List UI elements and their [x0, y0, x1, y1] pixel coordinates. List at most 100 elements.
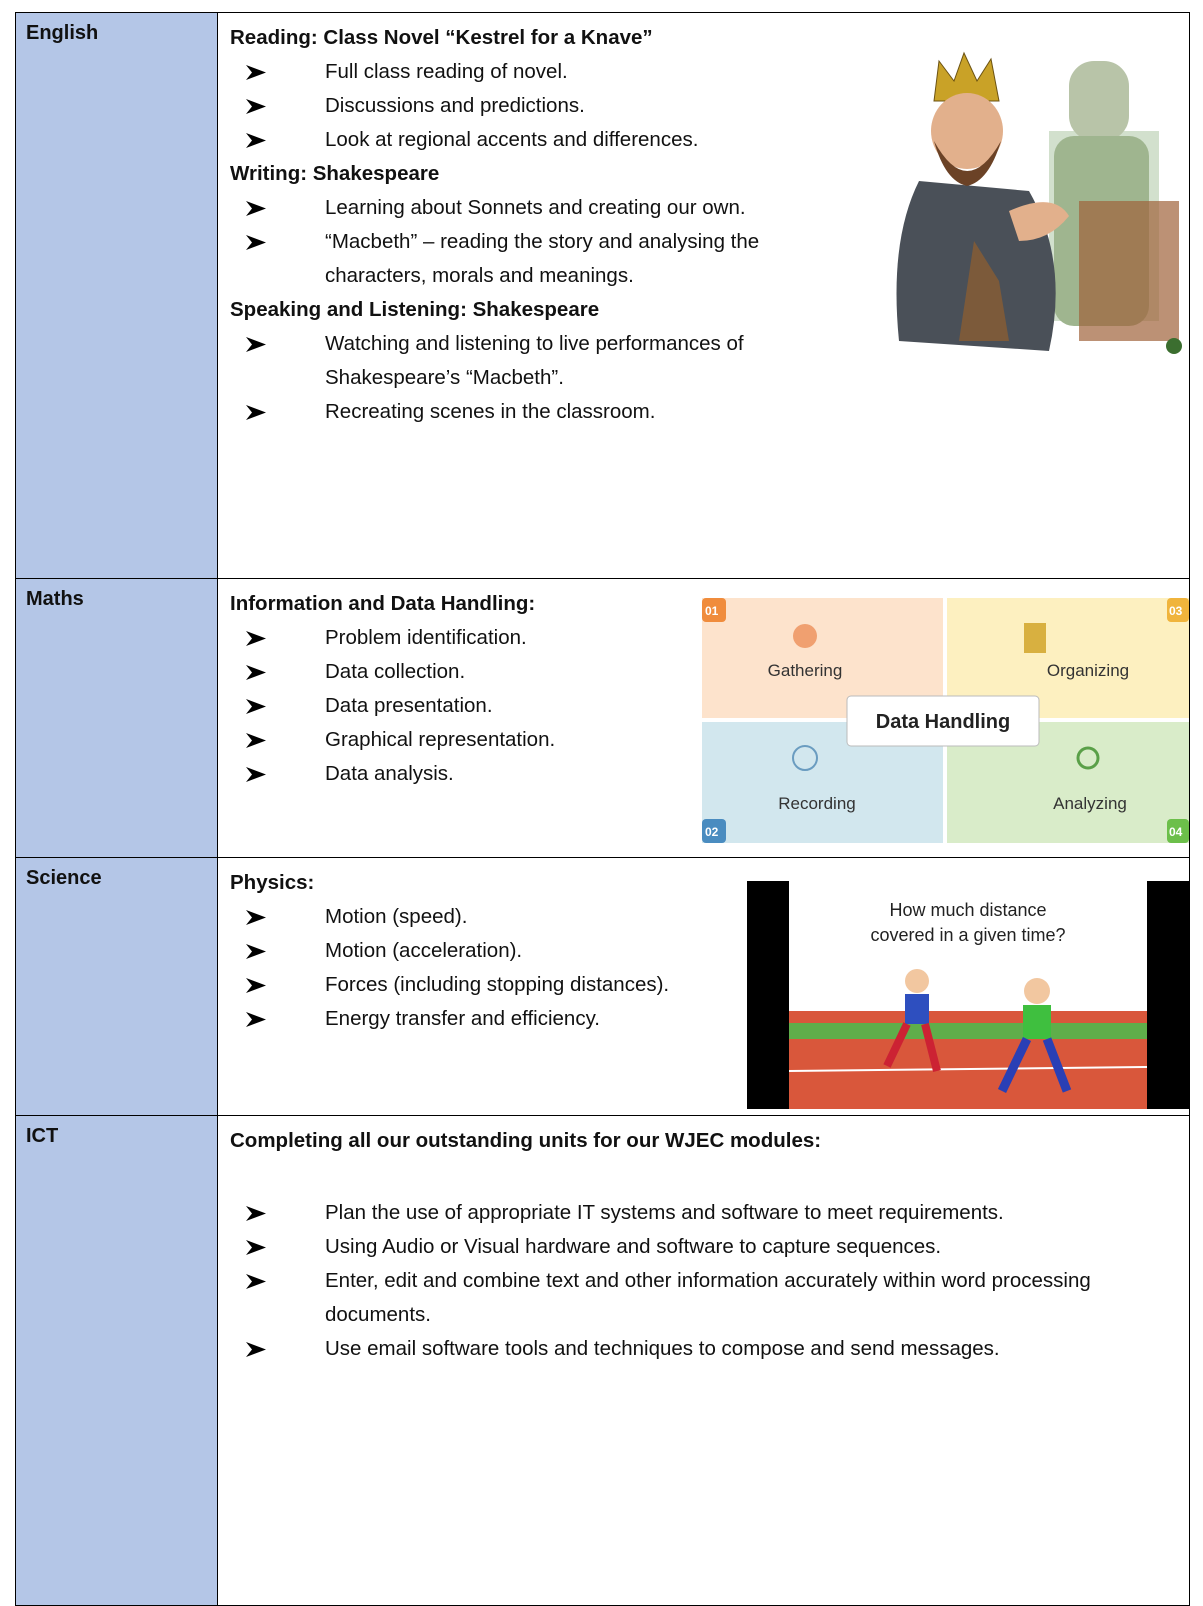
bullet-text: Full class reading of novel.: [325, 60, 568, 83]
bullet-text: Forces (including stopping distances).: [325, 973, 670, 996]
bullet-item: Discussions and predictions.: [230, 89, 1169, 123]
data-handling-illustration: 01 03 02 04 Gathering Organizing Recordi…: [702, 598, 1189, 843]
bullet-item: Full class reading of novel.: [230, 55, 1169, 89]
bullet-arrow: [246, 1206, 266, 1221]
bullet-item: Forces (including stopping distances).: [230, 968, 1169, 1002]
table-row: ICT Completing all our outstanding units …: [15, 1116, 1190, 1606]
bullet-text: Recreating scenes in the classroom.: [325, 400, 656, 423]
bullet-arrow: [246, 201, 266, 216]
quadrant-label: Analyzing: [1053, 794, 1127, 813]
bullet-text: “Macbeth” – reading the story and analys…: [325, 230, 760, 287]
section-heading: Reading: Class Novel “Kestrel for a Knav…: [230, 26, 653, 49]
quadrant-label: Gathering: [768, 661, 843, 680]
bullet-arrow: [246, 235, 266, 250]
bullet-list: Learning about Sonnets and creating our …: [230, 191, 1189, 293]
king-picture: [896, 51, 1182, 354]
bullet-item: “Macbeth” – reading the story and analys…: [230, 225, 1169, 293]
quadrant-label: Organizing: [1047, 661, 1129, 680]
content-cell: How much distance covered in a given tim…: [218, 858, 1190, 1115]
bullet-list: Watching and listening to live performan…: [230, 327, 1189, 429]
bullet-arrow: [246, 1274, 266, 1289]
motion-illustration: How much distance covered in a given tim…: [747, 881, 1189, 1109]
section-heading: Physics:: [230, 871, 315, 894]
bullet-text: Learning about Sonnets and creating our …: [325, 196, 746, 219]
section: Information and Data Handling: Problem id…: [230, 587, 1189, 791]
table-row: English Reading: Class Novel “Kestrel fo…: [15, 13, 1190, 579]
bullet-arrow: [246, 65, 266, 80]
quadrant-number: 04: [1169, 825, 1183, 839]
quadrant-label: Recording: [778, 794, 856, 813]
section: Reading: Class Novel “Kestrel for a Knav…: [230, 21, 1189, 157]
section-heading: Information and Data Handling:: [230, 592, 536, 615]
content-cell: 01 03 02 04 Gathering Organizing Recordi…: [218, 579, 1190, 857]
bullet-item: Enter, edit and combine text and other i…: [230, 1264, 1169, 1332]
quadrant-number: 02: [705, 825, 719, 839]
bullet-item: Use email software tools and techniques …: [230, 1332, 1169, 1366]
bullet-arrow: [246, 99, 266, 114]
bullet-text: Enter, edit and combine text and other i…: [325, 1269, 1091, 1326]
quadrant-number: 03: [1169, 604, 1183, 618]
subject-cell: Maths: [15, 579, 218, 857]
bullet-item: Data presentation.: [230, 689, 1169, 723]
bullet-item: Motion (speed).: [230, 900, 1169, 934]
bullet-list: Plan the use of appropriate IT systems a…: [230, 1196, 1189, 1366]
subject-cell: English: [15, 13, 218, 578]
bullet-text: Data analysis.: [325, 762, 454, 785]
bullet-text: Look at regional accents and differences…: [325, 128, 699, 151]
bullet-arrow: [246, 405, 266, 420]
section: Physics: Motion (speed). Motion (accelerat…: [230, 866, 1189, 1036]
bullet-arrow: [246, 767, 266, 782]
bullet-arrow: [246, 1012, 266, 1027]
bullet-text: Graphical representation.: [325, 728, 556, 751]
content-cell: Completing all our outstanding units for…: [218, 1116, 1190, 1605]
bullet-arrow: [246, 978, 266, 993]
content-cell: Reading: Class Novel “Kestrel for a Knav…: [218, 13, 1190, 578]
bullet-item: Watching and listening to live performan…: [230, 327, 1169, 395]
bullet-text: Using Audio or Visual hardware and softw…: [325, 1235, 942, 1258]
subject-cell: ICT: [15, 1116, 218, 1605]
bullet-text: Watching and listening to live performan…: [325, 332, 744, 389]
curriculum-table: English Reading: Class Novel “Kestrel fo…: [15, 12, 1190, 1606]
table-row: Science How much distance covered in a g…: [15, 858, 1190, 1116]
bullet-arrow: [246, 337, 266, 352]
bullet-text: Use email software tools and techniques …: [325, 1337, 1000, 1360]
bullet-arrow: [246, 733, 266, 748]
section: Writing: Shakespeare Learning about Sonne…: [230, 157, 1189, 293]
bullet-arrow: [246, 133, 266, 148]
bullet-item: Recreating scenes in the classroom.: [230, 395, 1169, 429]
bullet-item: Plan the use of appropriate IT systems a…: [230, 1196, 1169, 1230]
bullet-item: Learning about Sonnets and creating our …: [230, 191, 1169, 225]
king-illustration: [879, 41, 1184, 361]
bullet-text: Data presentation.: [325, 694, 493, 717]
section-heading: Writing: Shakespeare: [230, 162, 440, 185]
image-title: Data Handling: [876, 711, 1010, 733]
image-caption: covered in a given time?: [870, 925, 1065, 945]
bullet-item: Look at regional accents and differences…: [230, 123, 1169, 157]
section-heading: Completing all our outstanding units for…: [230, 1129, 822, 1152]
subject-cell: Science: [15, 858, 218, 1115]
bullet-text: Motion (speed).: [325, 905, 468, 928]
bullet-list: Full class reading of novel. Discussions …: [230, 55, 1189, 157]
bullet-list: Motion (speed). Motion (acceleration). For…: [230, 900, 1189, 1036]
section-heading: Speaking and Listening: Shakespeare: [230, 298, 600, 321]
bullet-item: Using Audio or Visual hardware and softw…: [230, 1230, 1169, 1264]
bullet-text: Motion (acceleration).: [325, 939, 523, 962]
bullet-item: Problem identification.: [230, 621, 1169, 655]
bullet-item: Motion (acceleration).: [230, 934, 1169, 968]
data-handling-picture: 01 03 02 04 Gathering Organizing Recordi…: [702, 598, 1189, 843]
bullet-list: Problem identification. Data collection. D…: [230, 621, 1189, 791]
bullet-text: Discussions and predictions.: [325, 94, 585, 117]
table-row: Maths 01 03 02 04 Gathering Organizing R…: [15, 579, 1190, 858]
bullet-item: Data analysis.: [230, 757, 1169, 791]
section: Completing all our outstanding units for…: [230, 1124, 1189, 1366]
bullet-item: Graphical representation.: [230, 723, 1169, 757]
bullet-arrow: [246, 944, 266, 959]
image-caption: How much distance: [889, 900, 1046, 920]
bullet-arrow: [246, 1240, 266, 1255]
section: Speaking and Listening: Shakespeare Watch…: [230, 293, 1189, 429]
bullet-text: Energy transfer and efficiency.: [325, 1007, 600, 1030]
bullet-arrow: [246, 665, 266, 680]
motion-picture: How much distance covered in a given tim…: [747, 881, 1189, 1109]
bullet-text: Problem identification.: [325, 626, 527, 649]
